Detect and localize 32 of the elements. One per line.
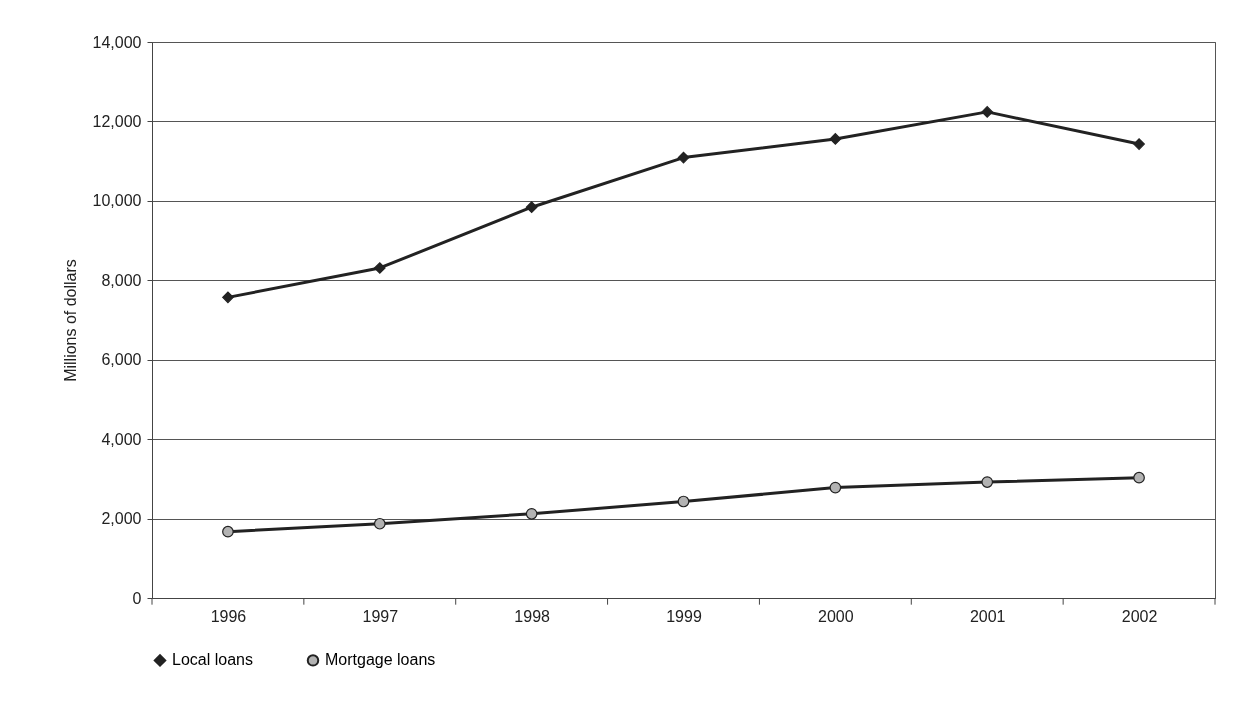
point xyxy=(525,201,538,214)
x-tick-label: 1996 xyxy=(210,607,247,625)
legend-label: Mortgage loans xyxy=(325,651,436,669)
x-tick-label: 2002 xyxy=(1121,607,1158,625)
point xyxy=(829,133,842,145)
point xyxy=(222,291,234,304)
point xyxy=(677,151,690,164)
y-tick-label: 2,000 xyxy=(101,510,142,528)
y-tick-label: 12,000 xyxy=(92,112,142,130)
x-tick-label: 2001 xyxy=(969,607,1006,625)
point xyxy=(373,262,386,274)
x-tick-label: 1999 xyxy=(666,607,702,625)
point xyxy=(373,517,386,530)
point xyxy=(981,476,994,488)
y-tick-label: 14,000 xyxy=(92,33,142,51)
point xyxy=(222,525,234,538)
point xyxy=(525,507,538,520)
point xyxy=(677,495,690,508)
x-tick-label: 1997 xyxy=(362,607,399,625)
point xyxy=(981,106,994,118)
y-axis-title: Millions of dollars xyxy=(61,259,79,382)
legend-label: Local loans xyxy=(172,651,253,669)
y-tick-label: 10,000 xyxy=(92,192,142,210)
point xyxy=(829,481,842,494)
x-tick-label: 1998 xyxy=(514,607,551,625)
x-tick-label: 2000 xyxy=(818,607,854,625)
y-tick-label: 6,000 xyxy=(101,351,142,369)
point xyxy=(1133,138,1145,150)
y-tick-label: 4,000 xyxy=(101,430,142,448)
y-tick-label: 0 xyxy=(132,589,142,607)
y-tick-label: 8,000 xyxy=(101,271,142,289)
point xyxy=(1133,471,1145,484)
